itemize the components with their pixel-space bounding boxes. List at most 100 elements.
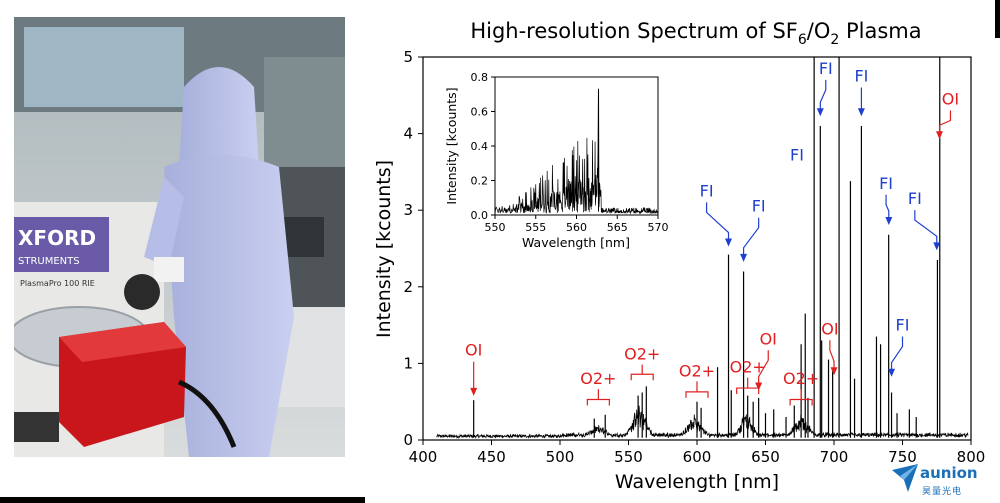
annotation-oi: OI — [755, 329, 777, 391]
x-axis-ticks: 400 450 500 550 600 650 700 750 800 — [409, 440, 986, 466]
spectrum-chart: High-resolution Spectrum of SF6/O2 Plasm… — [360, 0, 1000, 503]
x-tick-label: 750 — [888, 448, 917, 466]
annotation-oi: OI — [465, 341, 482, 396]
annotation-label: FI — [896, 315, 910, 334]
peak-annotations: OI O2+ O2+ O2+ O2+ O2+ OI OI OI FI FI FI FI FI FI FI FI — [465, 59, 959, 406]
aunion-logo: aunion 昊量光电 — [890, 460, 994, 500]
annotation-o2-plus: O2+ — [730, 358, 766, 395]
annotation-arrow-line — [938, 110, 952, 136]
x-tick-label: 600 — [683, 448, 712, 466]
annotation-arrow-line — [885, 194, 890, 222]
annotation-arrow-head — [755, 382, 763, 391]
annotation-arrow-line — [914, 210, 938, 247]
inset-y-tick-label: 0.2 — [471, 175, 489, 188]
annotation-label: O2+ — [679, 361, 715, 380]
inset-spectrum-line — [494, 88, 659, 215]
x-tick-label: 500 — [546, 448, 575, 466]
brand-sub-text: STRUMENTS — [18, 256, 80, 267]
x-axis-label: Wavelength [nm] — [615, 471, 779, 493]
annotation-arrow-line — [758, 350, 769, 387]
spectrum-chart-svg: High-resolution Spectrum of SF6/O2 Plasm… — [373, 19, 986, 493]
annotation-bracket — [685, 381, 709, 398]
inset-y-axis-label: Intensity [kcounts] — [444, 87, 459, 204]
annotation-arrow-head — [740, 253, 748, 262]
annotation-label: O2+ — [580, 369, 616, 388]
annotation-o2-plus: O2+ — [580, 369, 616, 406]
inset-y-tick-label: 0.8 — [471, 71, 489, 84]
inset-x-tick-label: 570 — [648, 221, 669, 234]
x-tick-label: 650 — [751, 448, 780, 466]
y-tick-label: 2 — [403, 278, 413, 296]
annotation-arrow-line — [742, 217, 760, 258]
x-tick-label: 700 — [820, 448, 849, 466]
annotation-arrow-line — [705, 202, 730, 243]
annotation-label: FI — [819, 59, 833, 78]
x-tick-label: 800 — [957, 448, 986, 466]
annotation-fi: FI — [790, 145, 804, 164]
y-axis-label: Intensity [kcounts] — [373, 160, 395, 338]
annotation-arrow-head — [933, 242, 941, 251]
inset-chart: 550 555 560 565 570 0.0 0.2 0.4 0.6 0.8 Waveleng… — [444, 71, 669, 250]
annotation-o2-plus: O2+ — [624, 345, 660, 381]
annotation-label: FI — [854, 67, 868, 86]
bottom-black-bar — [0, 497, 365, 503]
annotation-arrow-line — [819, 79, 827, 113]
inset-x-ticks: 550 555 560 565 570 — [485, 215, 669, 234]
annotation-fi: FI — [740, 197, 766, 262]
annotation-label: O2+ — [624, 345, 660, 364]
spectrum-baseline — [436, 405, 969, 440]
spectrum-series — [436, 57, 969, 440]
y-tick-label: 4 — [403, 125, 413, 143]
annotation-arrow-head — [885, 217, 893, 226]
inset-y-tick-label: 0.0 — [471, 209, 489, 222]
annotation-bracket — [630, 364, 654, 381]
inset-x-tick-label: 560 — [566, 221, 587, 234]
top-right-black-bar — [995, 0, 1000, 38]
annotation-fi: FI — [700, 181, 733, 247]
annotation-arrow-head — [725, 238, 733, 247]
aunion-logo-sub: 昊量光电 — [922, 487, 963, 497]
annotation-label: O2+ — [783, 369, 819, 388]
y-tick-label: 1 — [403, 354, 413, 372]
x-tick-label: 400 — [409, 448, 438, 466]
inset-x-tick-label: 555 — [525, 221, 546, 234]
annotation-oi: OI — [821, 319, 839, 376]
inset-y-tick-label: 0.6 — [471, 106, 489, 119]
annotation-label: FI — [700, 181, 714, 200]
annotation-label: OI — [942, 89, 959, 108]
x-tick-label: 450 — [477, 448, 506, 466]
aunion-logo-icon — [892, 464, 918, 492]
annotation-arrow-line — [829, 340, 835, 372]
annotation-o2-plus: O2+ — [679, 361, 715, 398]
annotation-arrow-head — [888, 368, 896, 377]
inset-x-tick-label: 565 — [607, 221, 628, 234]
y-axis-ticks: 0 1 2 3 4 5 — [403, 48, 423, 449]
chart-title: High-resolution Spectrum of SF6/O2 Plasm… — [470, 19, 921, 48]
model-text: PlasmaPro 100 RIE — [20, 279, 95, 288]
inset-y-tick-label: 0.4 — [471, 140, 489, 153]
annotation-label: O2+ — [730, 358, 766, 377]
annotation-label: OI — [821, 319, 838, 338]
annotation-o2-plus: O2+ — [783, 369, 819, 406]
y-tick-label: 0 — [403, 431, 413, 449]
annotation-label: OI — [465, 341, 482, 360]
annotation-fi: FI — [888, 315, 910, 377]
inset-y-ticks: 0.0 0.2 0.4 0.6 0.8 — [471, 71, 495, 222]
aunion-logo-text: aunion — [920, 464, 978, 482]
y-tick-label: 3 — [403, 201, 413, 219]
annotation-arrow-line — [890, 336, 904, 373]
annotation-bracket — [789, 389, 813, 406]
annotation-label: FI — [879, 174, 893, 193]
annotation-fi: FI — [908, 189, 941, 251]
y-tick-label: 5 — [403, 48, 413, 66]
annotation-oi: OI — [935, 89, 959, 140]
annotation-label: FI — [752, 197, 766, 216]
annotation-arrow-head — [830, 367, 838, 376]
annotation-fi: FI — [879, 174, 893, 226]
annotation-bracket — [586, 389, 610, 406]
annotation-label: FI — [908, 189, 922, 208]
inset-x-axis-label: Wavelength [nm] — [522, 235, 630, 250]
inset-series — [494, 88, 659, 215]
lab-photo: XFORD STRUMENTS PlasmaPro 100 RIE — [14, 17, 345, 457]
annotation-arrow-head — [470, 387, 478, 396]
